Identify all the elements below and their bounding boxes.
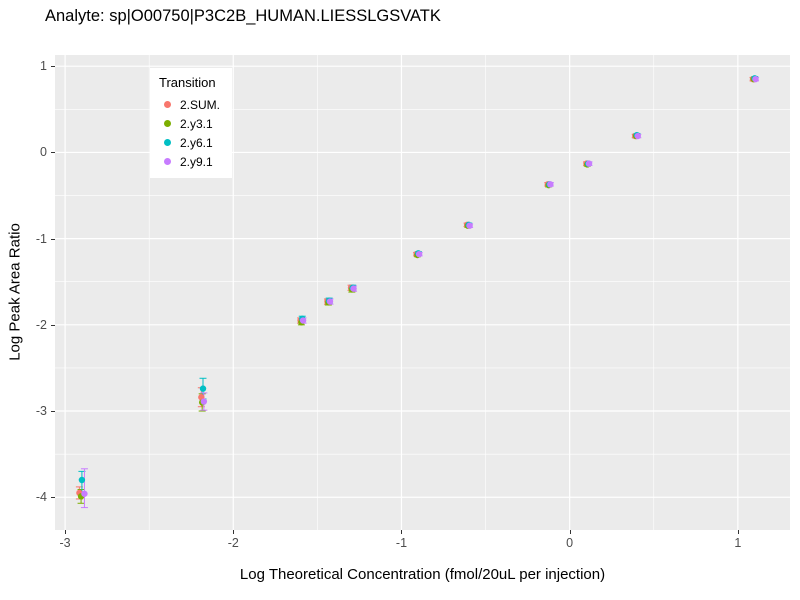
x-axis-tick xyxy=(65,530,67,534)
x-tick-label: -1 xyxy=(395,536,408,550)
legend-item-label: 2.y3.1 xyxy=(180,116,213,131)
legend-item[interactable]: 2.SUM. xyxy=(159,95,220,114)
x-tick-label: -3 xyxy=(59,536,71,550)
data-point xyxy=(585,160,593,167)
x-tick-label: 1 xyxy=(734,536,742,550)
legend-title: Transition xyxy=(159,75,216,90)
data-point xyxy=(634,132,641,140)
data-point xyxy=(78,476,86,484)
chart-title: Analyte: sp|O00750|P3C2B_HUMAN.LIESSLGSV… xyxy=(45,7,441,25)
data-point xyxy=(466,222,473,229)
legend-key xyxy=(159,96,176,113)
legend-item-label: 2.y6.1 xyxy=(180,135,213,150)
legend-item[interactable]: 2.y9.1 xyxy=(159,152,220,171)
legend-point-icon xyxy=(164,120,171,127)
x-axis-tick xyxy=(737,530,739,534)
data-point xyxy=(299,317,307,324)
legend-key xyxy=(159,115,176,132)
data-point xyxy=(200,398,208,405)
data-point xyxy=(415,250,423,258)
x-tick-label: 0 xyxy=(566,536,574,550)
x-axis-tick xyxy=(401,530,403,534)
data-point xyxy=(350,285,357,292)
y-tick-label: -3 xyxy=(35,404,47,419)
legend-key xyxy=(159,134,176,151)
y-axis-tick xyxy=(51,152,55,154)
data-point xyxy=(547,181,554,188)
data-point xyxy=(326,298,334,305)
data-point xyxy=(81,490,88,497)
legend-point-icon xyxy=(164,158,171,165)
x-tick-label: -2 xyxy=(227,536,239,550)
plot-area xyxy=(55,55,790,530)
y-tick-label: -2 xyxy=(35,317,47,332)
data-point xyxy=(752,75,759,83)
y-tick-label: 0 xyxy=(40,145,47,160)
plot-panel: Transition 2.SUM. 2.y3.1 2.y6.1 2.y9.1 xyxy=(55,55,790,530)
y-tick-label: -1 xyxy=(35,231,47,246)
y-axis-tick xyxy=(51,411,55,413)
x-axis-tick xyxy=(569,530,571,534)
y-axis-tick xyxy=(51,324,55,326)
y-axis-tick xyxy=(51,497,55,499)
legend-point-icon xyxy=(164,139,171,146)
legend-key xyxy=(159,153,176,170)
legend-item-label: 2.y9.1 xyxy=(180,154,213,169)
y-axis-tick xyxy=(51,238,55,240)
legend-point-icon xyxy=(164,101,171,108)
legend-item-label: 2.SUM. xyxy=(180,97,221,112)
y-axis-tick xyxy=(51,66,55,68)
x-axis-tick xyxy=(233,530,235,534)
legend-item[interactable]: 2.y3.1 xyxy=(159,114,220,133)
x-axis-label: Log Theoretical Concentration (fmol/20uL… xyxy=(239,566,606,583)
y-tick-label: -4 xyxy=(35,490,47,505)
legend: Transition 2.SUM. 2.y3.1 2.y6.1 2.y9.1 xyxy=(150,68,233,178)
y-tick-label: 1 xyxy=(40,59,47,74)
legend-item[interactable]: 2.y6.1 xyxy=(159,133,220,152)
data-point xyxy=(199,385,207,392)
